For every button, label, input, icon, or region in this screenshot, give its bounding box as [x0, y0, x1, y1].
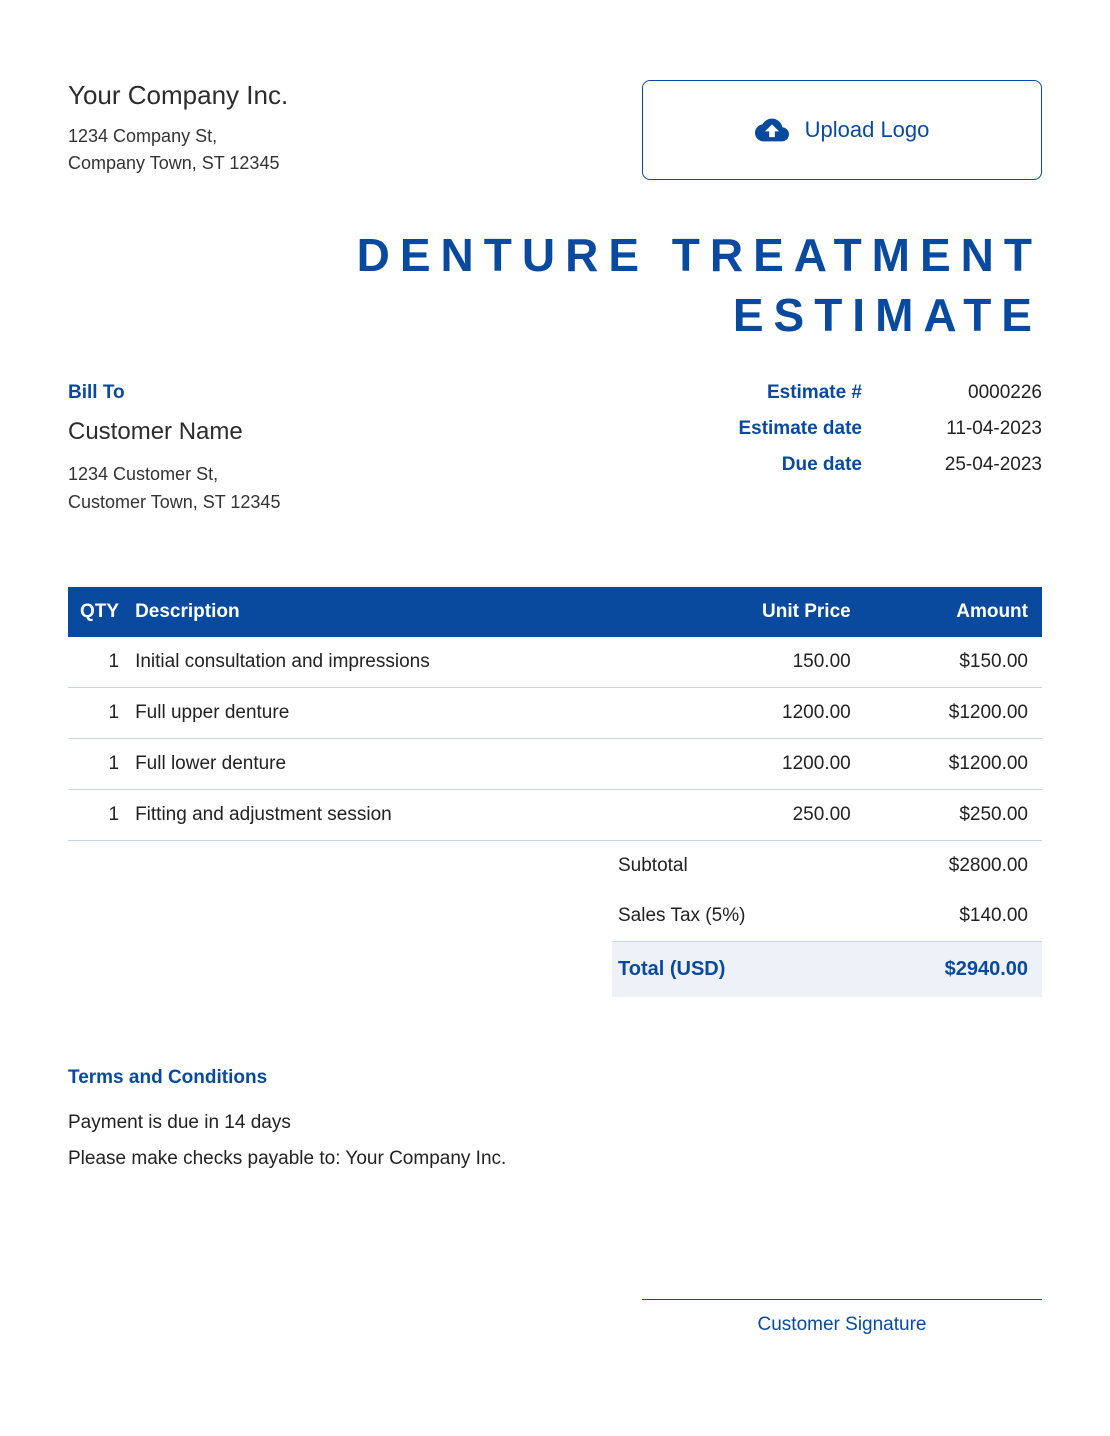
summary-block: Subtotal $2800.00 Sales Tax (5%) $140.00…: [68, 841, 1042, 997]
company-addr-line1: 1234 Company St,: [68, 123, 288, 150]
total-value: $2940.00: [945, 958, 1028, 981]
billto-block: Bill To Customer Name 1234 Customer St, …: [68, 382, 280, 518]
due-date-value: 25-04-2023: [922, 454, 1042, 476]
cell-unit: 250.00: [671, 790, 865, 841]
cell-desc: Full lower denture: [127, 739, 671, 790]
due-date-label: Due date: [782, 454, 862, 476]
signature-line: [642, 1299, 1042, 1300]
col-qty: QTY: [68, 587, 127, 637]
table-row: 1 Full upper denture 1200.00 $1200.00: [68, 688, 1042, 739]
subtotal-value: $2800.00: [949, 855, 1028, 877]
cell-qty: 1: [68, 739, 127, 790]
upload-logo-button[interactable]: Upload Logo: [642, 80, 1042, 180]
estimate-date-label: Estimate date: [738, 418, 862, 440]
billto-label: Bill To: [68, 382, 280, 404]
cell-desc: Full upper denture: [127, 688, 671, 739]
col-description: Description: [127, 587, 671, 637]
cell-amt: $150.00: [865, 637, 1042, 688]
cell-qty: 1: [68, 688, 127, 739]
cell-unit: 150.00: [671, 637, 865, 688]
estimate-date-value: 11-04-2023: [922, 418, 1042, 440]
company-name: Your Company Inc.: [68, 80, 288, 111]
customer-addr-line2: Customer Town, ST 12345: [68, 488, 280, 517]
customer-address: 1234 Customer St, Customer Town, ST 1234…: [68, 460, 280, 518]
doc-title-line2: ESTIMATE: [68, 286, 1042, 346]
cell-desc: Fitting and adjustment session: [127, 790, 671, 841]
total-label: Total (USD): [618, 958, 725, 981]
estimate-number-label: Estimate #: [767, 382, 862, 404]
customer-name: Customer Name: [68, 418, 280, 446]
document-title: DENTURE TREATMENT ESTIMATE: [68, 226, 1042, 346]
company-address: 1234 Company St, Company Town, ST 12345: [68, 123, 288, 177]
cloud-upload-icon: [755, 116, 789, 144]
customer-addr-line1: 1234 Customer St,: [68, 460, 280, 489]
company-addr-line2: Company Town, ST 12345: [68, 150, 288, 177]
cell-amt: $1200.00: [865, 688, 1042, 739]
cell-amt: $1200.00: [865, 739, 1042, 790]
cell-unit: 1200.00: [671, 739, 865, 790]
upload-label: Upload Logo: [805, 117, 930, 143]
line-items-table: QTY Description Unit Price Amount 1 Init…: [68, 587, 1042, 841]
company-block: Your Company Inc. 1234 Company St, Compa…: [68, 80, 288, 177]
estimate-meta: Estimate # 0000226 Estimate date 11-04-2…: [738, 382, 1042, 518]
subtotal-label: Subtotal: [618, 855, 688, 877]
cell-unit: 1200.00: [671, 688, 865, 739]
doc-title-line1: DENTURE TREATMENT: [68, 226, 1042, 286]
tax-label: Sales Tax (5%): [618, 905, 745, 927]
cell-qty: 1: [68, 790, 127, 841]
table-row: 1 Fitting and adjustment session 250.00 …: [68, 790, 1042, 841]
cell-desc: Initial consultation and impressions: [127, 637, 671, 688]
terms-line2: Please make checks payable to: Your Comp…: [68, 1141, 1042, 1177]
terms-block: Terms and Conditions Payment is due in 1…: [68, 1067, 1042, 1177]
terms-title: Terms and Conditions: [68, 1067, 1042, 1089]
terms-line1: Payment is due in 14 days: [68, 1105, 1042, 1141]
signature-label: Customer Signature: [642, 1314, 1042, 1336]
estimate-number-value: 0000226: [922, 382, 1042, 404]
signature-block: Customer Signature: [642, 1299, 1042, 1336]
tax-value: $140.00: [959, 905, 1028, 927]
col-amount: Amount: [865, 587, 1042, 637]
col-unit-price: Unit Price: [671, 587, 865, 637]
table-row: 1 Full lower denture 1200.00 $1200.00: [68, 739, 1042, 790]
table-header-row: QTY Description Unit Price Amount: [68, 587, 1042, 637]
cell-qty: 1: [68, 637, 127, 688]
table-row: 1 Initial consultation and impressions 1…: [68, 637, 1042, 688]
cell-amt: $250.00: [865, 790, 1042, 841]
